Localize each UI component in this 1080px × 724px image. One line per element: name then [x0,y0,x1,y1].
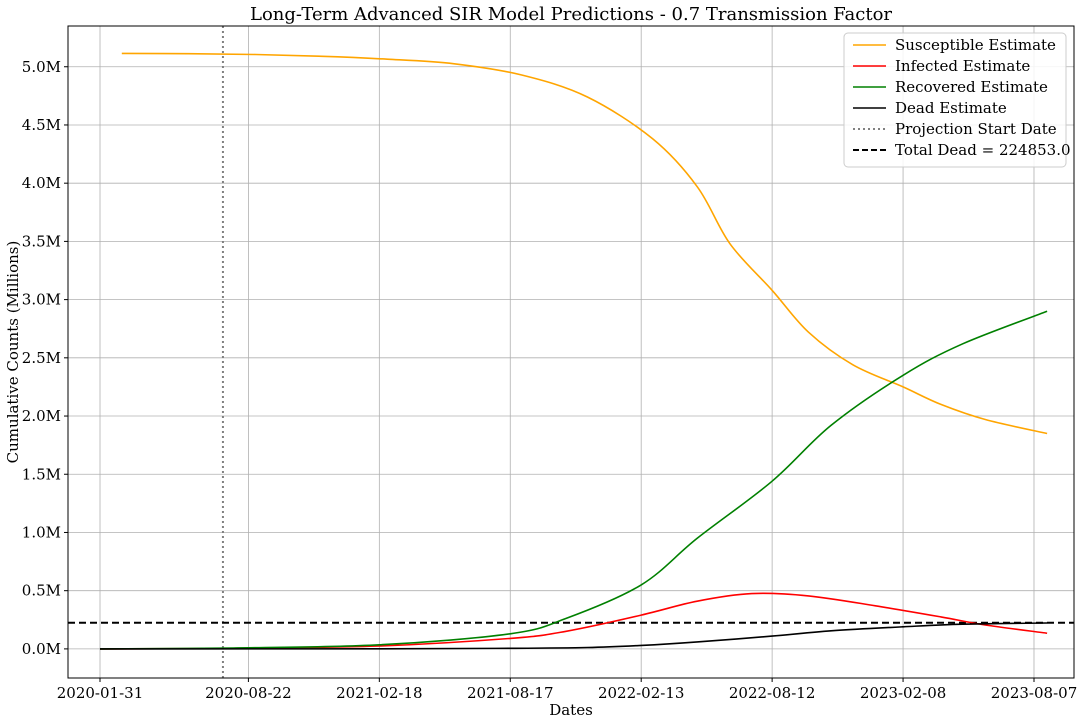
x-axis: 2020-01-31 2020-08-22 2021-02-18 2021-08-17… [57,678,1077,702]
x-tick-label: 2023-02-08 [860,684,946,702]
legend-label: Total Dead = 224853.0 [895,141,1071,159]
legend-box [843,32,1067,168]
y-tick-label: 2.5M [22,349,61,367]
y-tick-label: 5.0M [22,58,61,76]
y-tick-label: 4.5M [22,116,61,134]
x-tick-label: 2021-02-18 [336,684,422,702]
legend-label: Infected Estimate [895,57,1030,75]
y-tick-label: 4.0M [22,174,61,192]
x-axis-label: Dates [549,701,593,719]
legend-label: Dead Estimate [895,99,1007,117]
legend-label: Projection Start Date [895,120,1057,138]
susceptible-estimate-line [121,52,1048,435]
recovered-estimate-line [99,310,1048,650]
plot-frame [67,25,1075,679]
y-tick-label: 3.0M [22,291,61,309]
x-tick-label: 2022-02-13 [598,684,684,702]
grid [68,26,1074,678]
legend-label: Recovered Estimate [895,78,1048,96]
y-tick-label: 2.0M [22,407,61,425]
y-axis: 0.0M 0.5M 1.0M 1.5M 2.0M 2.5M 3.0M 3.5M 4.0M 4.5M… [22,58,68,658]
y-tick-label: 1.5M [22,465,61,483]
legend-label: Susceptible Estimate [895,36,1056,54]
legend: Susceptible Estimate Infected Estimate Rec… [843,32,1071,168]
infected-estimate-line [99,592,1048,650]
x-tick-label: 2022-08-12 [729,684,815,702]
dead-estimate-line [99,622,1048,650]
x-tick-label: 2023-08-07 [991,684,1077,702]
y-axis-label: Cumulative Counts (Millions) [4,241,22,464]
y-tick-label: 3.5M [22,232,61,250]
y-tick-label: 1.0M [22,523,61,541]
x-tick-label: 2020-01-31 [57,684,143,702]
plot-area [68,26,1074,678]
y-tick-label: 0.5M [22,582,61,600]
y-tick-label: 0.0M [22,640,61,658]
chart-title: Long-Term Advanced SIR Model Predictions… [250,4,892,25]
x-tick-label: 2020-08-22 [205,684,291,702]
x-tick-label: 2021-08-17 [467,684,553,702]
